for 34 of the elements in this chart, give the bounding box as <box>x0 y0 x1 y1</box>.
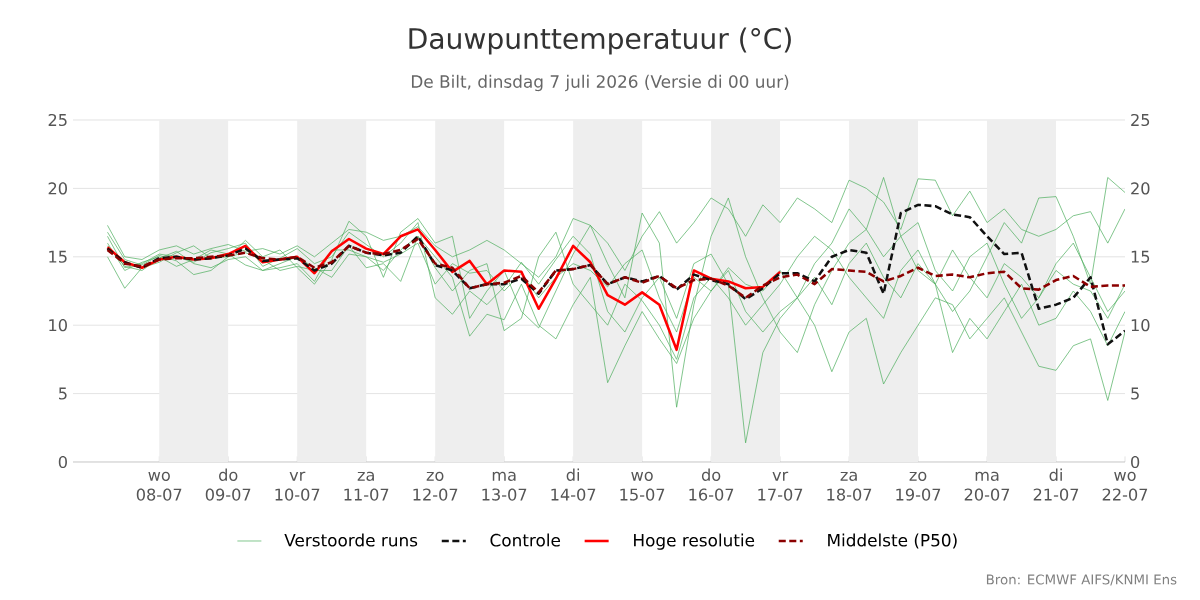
x-tick-label: di 21-07 <box>1033 468 1079 501</box>
y2-tick-label: 0 <box>1131 455 1140 469</box>
x-tick-label: vr 17-07 <box>758 471 803 501</box>
legend-label: Controle <box>490 533 561 547</box>
y-tick-label: 15 <box>49 250 67 263</box>
y-tick-label: 10 <box>49 319 67 332</box>
x-tick-label: di 14-07 <box>551 468 596 501</box>
x-tick-label: do 09-07 <box>205 468 251 501</box>
x-tick-label: zo 19-07 <box>896 471 941 501</box>
y2-tick-label: 15 <box>1131 250 1150 263</box>
x-tick-label: wo 08-07 <box>136 471 182 501</box>
y2-tick-label: 10 <box>1131 319 1150 332</box>
x-tick-label: do 16-07 <box>689 468 734 501</box>
y2-tick-label: 25 <box>1131 113 1150 127</box>
x-tick-label: za 18-07 <box>827 471 872 501</box>
legend-label: Hoge resolutie <box>634 533 755 550</box>
y-tick-label: 20 <box>48 182 67 195</box>
chart-subtitle: De Bilt, dinsdag 7 juli 2026 (Versie di 00 uur) <box>411 74 789 92</box>
x-tick-label: wo 22-07 <box>1102 471 1148 501</box>
y-tick-label: 5 <box>59 387 67 400</box>
legend-label: Verstoorde runs <box>284 533 418 547</box>
text: Bron: ECMWF AIFS/KNMI Ens <box>986 574 1177 586</box>
y2-tick-label: 5 <box>1131 387 1139 400</box>
x-tick-label: zo 12-07 <box>413 471 458 501</box>
y-tick-label: 0 <box>58 455 67 469</box>
x-tick-label: za 11-07 <box>344 471 389 501</box>
x-tick-label: wo 15-07 <box>620 471 665 501</box>
x-tick-label: ma 13-07 <box>482 471 527 501</box>
x-tick-label: ma 20-07 <box>964 471 1010 501</box>
x-tick-label: vr 10-07 <box>275 471 320 501</box>
legend-label: Middelste (P50) <box>828 533 957 549</box>
y-tick-label: 25 <box>48 113 67 127</box>
chart-title: Dauwpunttemperatuur (°C) <box>409 27 791 55</box>
y2-tick-label: 20 <box>1131 182 1150 195</box>
